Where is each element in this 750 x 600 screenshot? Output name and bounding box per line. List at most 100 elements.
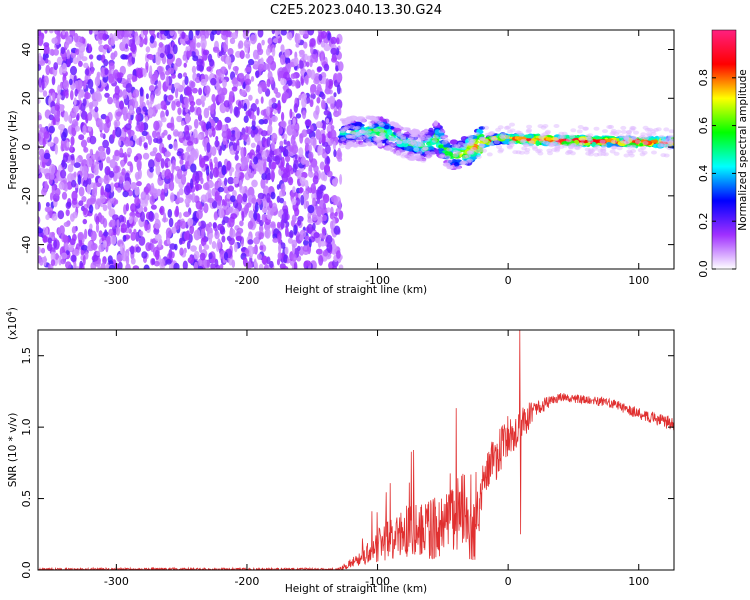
heatmap-halo-cell [663,153,670,158]
heatmap-cell [119,243,123,254]
heatmap-halo-cell [611,145,618,150]
heatmap-cell [54,30,61,35]
heatmap-cell [178,187,184,196]
heatmap-cell [245,126,249,134]
heatmap-cell [65,261,72,269]
heatmap-cell [319,199,326,210]
heatmap-cell [261,255,267,265]
heatmap-cell [41,79,45,91]
heatmap-halo-cell [365,138,372,143]
heatmap-cell [215,136,219,141]
heatmap-cell [78,60,83,67]
heatmap-cell [269,260,274,269]
heatmap-halo-cell [623,136,630,141]
heatmap-cell [168,57,172,67]
heatmap-cell [145,46,151,53]
heatmap-cell [217,223,224,231]
heatmap-cell [69,238,76,246]
heatmap-cell [60,81,64,90]
heatmap-cell [148,211,155,222]
heatmap-halo-cell [449,165,456,169]
heatmap-cell [171,226,177,234]
heatmap-cell [261,173,268,180]
chart-title: C2E5.2023.040.13.30.G24 [270,3,442,18]
heatmap-cell [200,177,204,185]
heatmap-cell [271,30,276,35]
heatmap-cell [253,156,259,165]
heatmap-cell [45,64,51,76]
heatmap-cell [180,174,187,185]
heatmap-cell [208,233,214,239]
heatmap-cell [117,139,122,147]
heatmap-cell [213,211,218,221]
heatmap-cell [331,178,338,186]
heatmap-cell [144,34,148,46]
heatmap-cell [191,87,198,94]
heatmap-cell [81,196,87,203]
heatmap-cell [239,50,245,60]
heatmap-halo-cell [354,125,361,130]
heatmap-cell [293,56,299,67]
heatmap-halo-cell [657,139,664,144]
heatmap-cell [336,84,341,95]
heatmap-cell [108,62,115,71]
heatmap-cell [104,92,110,98]
heatmap-cell [238,40,244,49]
heatmap-halo-cell [396,130,403,135]
heatmap-halo-cell [446,147,453,152]
heatmap-halo-cell [365,133,371,138]
heatmap-cell [206,259,210,268]
heatmap-cell [175,57,182,67]
heatmap-cell [190,163,197,173]
heatmap-halo-cell [483,125,490,130]
heatmap-cell [272,156,279,162]
heatmap-cell [280,120,287,129]
heatmap-cell [197,266,204,269]
heatmap-cell [127,140,134,147]
heatmap-cell [333,225,341,235]
heatmap-halo-cell [542,132,549,137]
heatmap-cell [261,39,265,46]
heatmap-cell [190,245,197,252]
heatmap-cell [66,201,72,208]
heatmap-cell [182,54,187,61]
heatmap-cell [102,256,107,265]
heatmap-cell [315,248,323,255]
heatmap-cell [135,35,141,46]
heatmap-cell [135,106,142,115]
heatmap-cell [198,120,205,126]
heatmap-cell [298,94,302,101]
heatmap-cell [78,200,84,207]
heatmap-cell [189,194,194,201]
heatmap-cell [288,32,293,41]
heatmap-halo-cell [464,154,471,159]
heatmap-cell [203,259,208,268]
heatmap-cell [211,241,217,249]
heatmap-halo-cell [554,141,561,146]
heatmap-cell [49,163,56,175]
heatmap-halo-cell [613,151,620,156]
heatmap-cell [330,36,337,45]
heatmap-cell [283,138,287,145]
heatmap-cell [108,46,113,52]
heatmap-cell [279,197,285,204]
heatmap-cell [67,163,74,173]
heatmap-cell [296,170,302,180]
heatmap-cell [223,251,229,261]
heatmap-halo-cell [345,134,352,139]
heatmap-cell [326,207,331,213]
heatmap-cell [312,197,317,207]
heatmap-cell [138,136,143,147]
heatmap-cell [166,237,171,245]
heatmap-cell [198,244,202,253]
heatmap-cell [255,70,260,79]
heatmap-cell [83,147,89,153]
heatmap-cell [159,30,165,35]
heatmap-cell [168,180,175,191]
heatmap-cell [38,64,42,71]
heatmap-cell [269,200,273,209]
heatmap-cell [288,176,294,186]
heatmap-cell [106,156,111,164]
heatmap-cell [266,57,273,64]
heatmap-cell [166,53,174,60]
